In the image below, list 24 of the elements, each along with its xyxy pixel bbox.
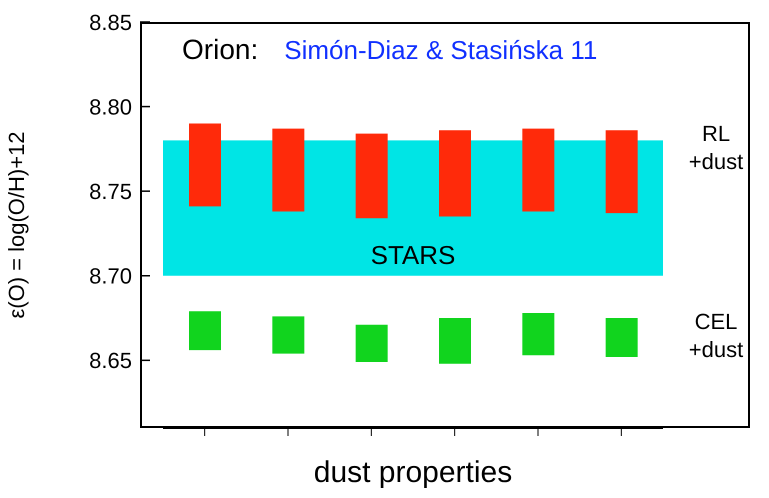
y-tick-label: 8.80 xyxy=(89,94,132,120)
bar xyxy=(356,324,388,362)
y-tick-label: 8.75 xyxy=(89,178,132,204)
bar xyxy=(439,318,471,364)
text: RL +dust xyxy=(688,120,744,176)
annotation: Orion: xyxy=(182,34,258,65)
band-label: STARS xyxy=(370,240,456,270)
bar xyxy=(272,316,304,354)
annotation: Simón-Diaz & Stasińska 11 xyxy=(284,35,598,65)
y-tick-label: 8.65 xyxy=(89,348,132,374)
y-tick-label: 8.85 xyxy=(89,10,132,35)
y-tick-label: 8.70 xyxy=(89,264,132,289)
bar xyxy=(189,311,221,350)
bar xyxy=(189,124,221,206)
bar xyxy=(522,128,554,212)
x-axis-title: dust properties xyxy=(314,456,512,489)
bar xyxy=(522,312,554,356)
bar xyxy=(606,318,638,357)
bar xyxy=(272,128,304,212)
bar xyxy=(439,130,471,217)
y-axis-title: ε(O) = log(O/H)+12 xyxy=(4,131,29,319)
bar xyxy=(606,130,638,214)
text: CEL +dust xyxy=(688,308,744,364)
bar xyxy=(356,134,388,218)
